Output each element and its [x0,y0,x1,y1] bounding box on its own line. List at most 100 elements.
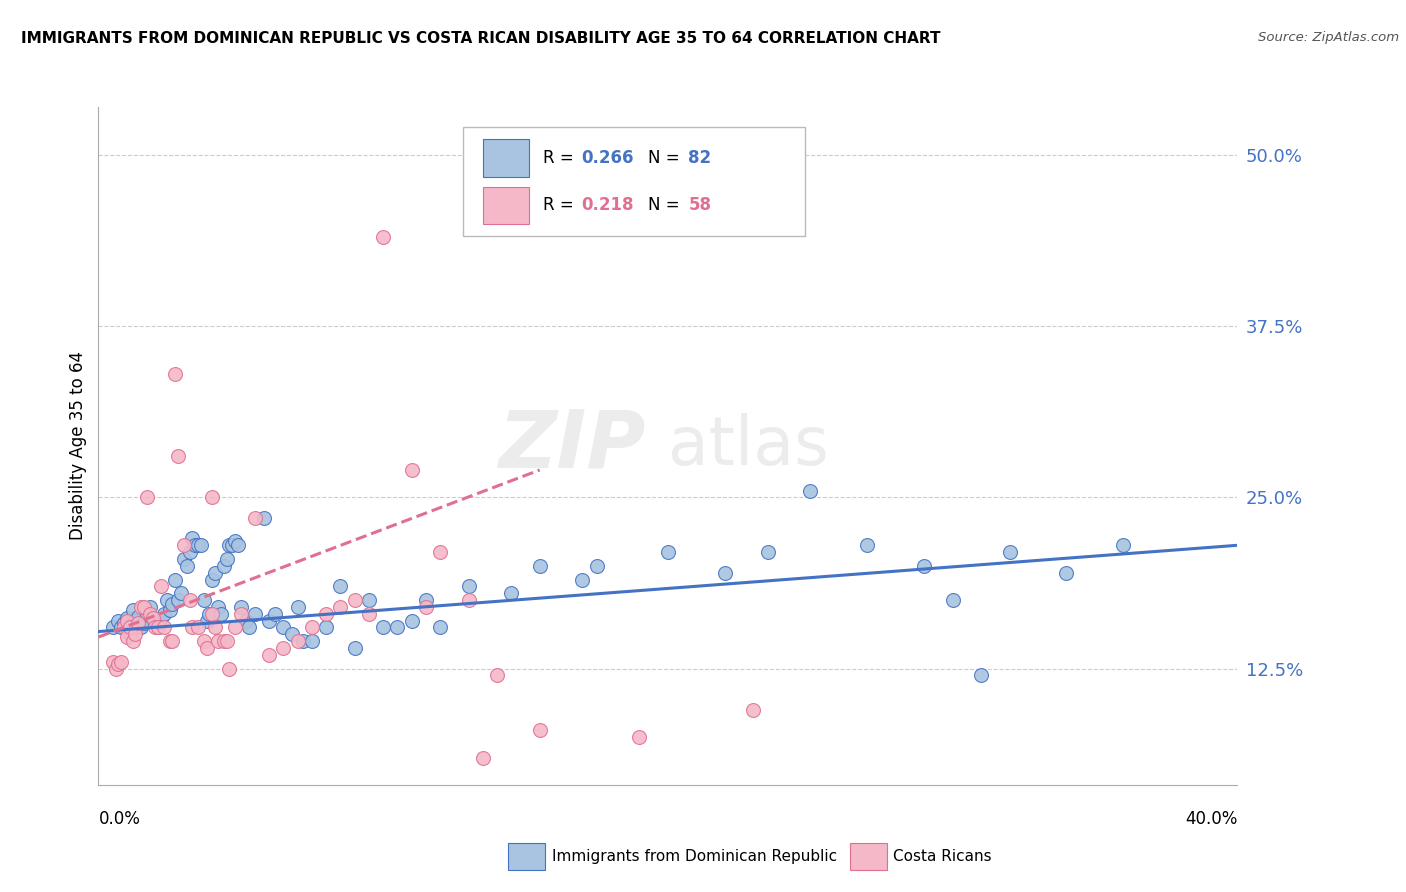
Point [193,634,215,648]
Point [195,640,218,655]
Point [121,634,143,648]
Text: R =: R = [543,149,579,167]
Text: 58: 58 [689,196,711,214]
Point [115,611,138,625]
Point [162,597,184,611]
Point [112,620,135,634]
Point [856,538,879,552]
Point [107,614,129,628]
Point [315,607,337,621]
FancyBboxPatch shape [484,186,529,224]
Point [401,463,423,477]
Point [357,593,380,607]
Point [357,607,380,621]
Point [287,634,309,648]
Point [471,750,494,764]
Point [141,611,163,625]
Point [259,648,281,662]
Point [301,620,323,634]
Point [301,634,323,648]
Text: 0.266: 0.266 [581,149,634,167]
Point [215,634,238,648]
Point [121,602,143,616]
FancyBboxPatch shape [463,128,804,235]
Point [150,579,173,593]
Text: IMMIGRANTS FROM DOMINICAN REPUBLIC VS COSTA RICAN DISABILITY AGE 35 TO 64 CORREL: IMMIGRANTS FROM DOMINICAN REPUBLIC VS CO… [21,31,941,46]
Point [756,545,779,559]
Point [281,627,304,641]
Point [101,620,124,634]
Point [129,620,152,634]
Point [204,620,226,634]
Text: Immigrants from Dominican Republic: Immigrants from Dominican Republic [551,848,837,863]
Point [148,620,170,634]
Point [429,620,451,634]
Point [201,573,224,587]
Point [179,593,201,607]
Point [207,599,229,614]
Point [998,545,1021,559]
Point [112,616,135,631]
Point [162,634,184,648]
Point [101,655,124,669]
Point [165,367,187,381]
Point [135,607,157,621]
Point [215,552,238,566]
Point [329,579,352,593]
Point [252,511,274,525]
Point [104,661,127,675]
Point [264,607,287,621]
Point [657,545,679,559]
Point [457,579,479,593]
Text: atlas: atlas [668,413,828,479]
Point [287,599,309,614]
Point [148,620,170,634]
Y-axis label: Disability Age 35 to 64: Disability Age 35 to 64 [69,351,87,541]
Point [187,620,209,634]
Text: ZIP: ZIP [498,407,645,485]
Point [292,634,315,648]
Point [343,593,366,607]
Point [135,491,157,505]
Point [201,607,224,621]
Point [273,640,295,655]
Point [118,620,141,634]
Point [224,534,246,549]
Point [942,593,965,607]
Point [115,620,138,634]
Point [1056,566,1078,580]
Point [124,627,146,641]
Point [224,620,246,634]
Point [167,593,190,607]
Point [156,593,179,607]
Point [118,627,141,641]
Text: 0.218: 0.218 [581,196,634,214]
Point [153,620,176,634]
Text: N =: N = [648,196,685,214]
Point [159,634,181,648]
Point [184,538,207,552]
Point [315,620,337,634]
Point [181,620,204,634]
Point [170,586,193,600]
Point [585,558,607,573]
Point [243,511,266,525]
Point [153,607,176,621]
Text: R =: R = [543,196,579,214]
Point [235,614,257,628]
Point [204,566,226,580]
Point [238,620,260,634]
Point [529,723,551,738]
Point [799,483,821,498]
Point [415,599,437,614]
Point [714,566,737,580]
Point [193,593,215,607]
Point [145,620,167,634]
Point [218,661,240,675]
Point [343,640,366,655]
Point [173,552,195,566]
Point [127,616,149,631]
Point [457,593,479,607]
Point [329,599,352,614]
Point [373,620,395,634]
